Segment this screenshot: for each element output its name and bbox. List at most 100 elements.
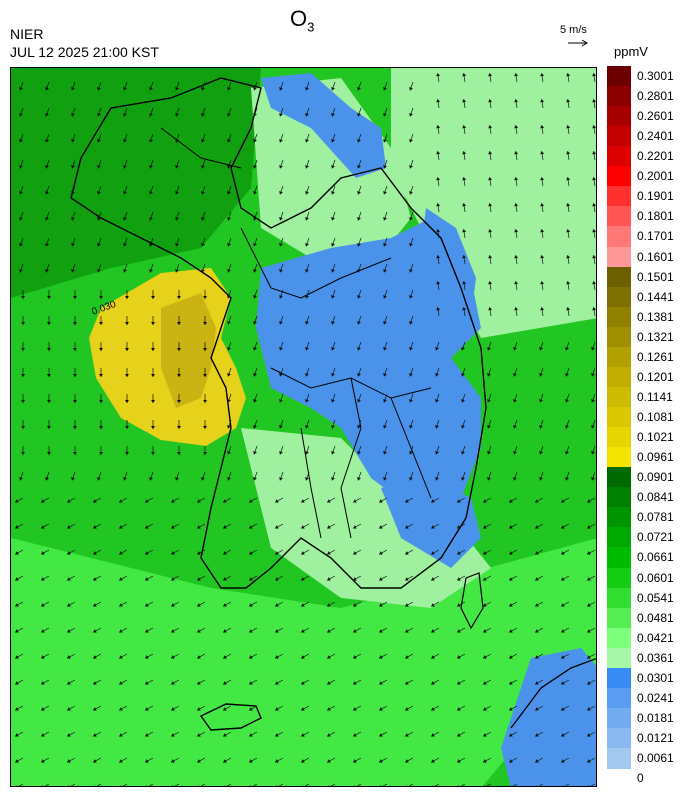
wind-arrow-head [275,629,279,633]
wind-arrow-head [145,759,149,763]
wind-arrow-head [151,296,155,299]
wind-arrow-head [99,374,103,377]
wind-arrow-head [488,281,493,285]
wind-arrow-head [197,525,201,529]
wind-arrow-head [587,525,591,529]
colorbar-tick-label: 0.3001 [637,69,674,83]
colorbar-swatch [607,607,631,629]
wind-arrow-head [357,87,361,91]
wind-arrow-head [462,307,467,311]
colorbar-tick-label: 0.0841 [637,490,674,505]
colorbar-tick-label: 0.0961 [637,450,674,465]
wind-arrow-head [175,217,179,221]
wind-arrow-head [357,373,361,377]
wind-arrow-head [279,269,283,273]
wind-arrow-head [203,296,207,299]
wind-arrow-head [301,707,305,711]
wind-arrow-head [123,477,127,481]
wind-arrow-head [119,525,123,529]
wind-arrow-head [357,321,361,325]
wind-arrow-head [566,73,571,77]
wind-arrow-head [592,73,596,77]
colorbar-tick-label: 0.2401 [637,129,674,144]
wind-arrow-head [305,87,309,91]
wind-arrow-head [279,87,283,91]
wind-arrow-head [436,281,441,285]
wind-arrow-head [275,551,279,555]
wind-arrow-head [509,759,513,763]
wind-arrow-head [462,151,467,155]
colorbar-swatch [607,627,631,649]
wind-arrow-head [275,759,279,763]
wind-arrow-head [409,373,413,377]
wind-arrow-head [21,296,25,299]
colorbar-swatch [607,146,631,167]
wind-arrow-head [587,499,591,503]
wind-arrow-head [409,87,413,91]
wind-arrow-head [379,733,383,737]
wind-arrow-head [409,139,413,143]
wind-arrow-head [513,451,517,455]
wind-arrow-head [405,499,409,503]
wind-arrow-head [145,655,149,659]
colorbar-tick-label: 0.1321 [637,329,674,344]
wind-arrow-head [357,165,361,169]
wind-arrow-head [509,629,513,633]
wind-arrow-head [177,322,181,325]
wind-arrow-head [587,681,591,685]
wind-arrow-head [592,125,596,129]
wind-arrow-head [21,400,25,403]
wind-arrow-head [47,426,51,429]
wind-arrow-head [436,229,441,233]
wind-arrow-head [177,374,181,377]
wind-arrow-head [483,681,487,685]
wind-arrow [538,783,544,786]
wind-arrow-head [171,759,175,763]
colorbar-tick-label: 0.0661 [637,550,674,565]
wind-arrow-head [514,125,519,129]
wind-arrow-head [19,191,23,195]
wind-arrow-head [409,113,413,117]
province-boundary [340,377,362,539]
wind-arrow-head [305,425,309,429]
wind-arrow-head [67,551,71,555]
wind-arrow-head [203,400,207,403]
wind-arrow-head [435,477,439,481]
colorbar-swatch [607,407,631,428]
wind-arrow-head [431,733,435,737]
wind-arrow-head [565,477,569,481]
wind-arrow-head [198,785,200,786]
wind-arrow-head [227,217,231,221]
wind-arrow-head [566,125,571,129]
wind-arrow-head [249,681,253,685]
colorbar-swatch [607,346,631,368]
wind-arrow-head [301,655,305,659]
wind-arrow-head [223,577,227,581]
wind-arrow-head [227,295,231,299]
wind-arrow-head [565,425,569,429]
wind-arrow-head [331,191,335,195]
wind-arrow-head [457,577,461,581]
wind-arrow-head [510,785,512,786]
wind-arrow-head [253,477,257,481]
wind-arrow-head [488,177,493,181]
wind-arrow-head [15,577,19,581]
colorbar-swatch [607,106,631,127]
wind-arrow-head [227,113,231,117]
wind-arrow-head [197,499,201,503]
wind-arrow-head [462,281,467,285]
wind-arrow-head [15,733,19,737]
colorbar-swatch [607,266,631,288]
colorbar-tick-label: 0.0121 [637,730,674,745]
wind-arrow-head [514,229,519,233]
wind-arrow-head [125,322,129,325]
wind-arrow-head [223,603,227,607]
colorbar-tick-label: 0.0721 [637,530,674,545]
wind-arrow-head [145,499,149,503]
wind-arrow-head [45,139,49,143]
wind-arrow-head [457,733,461,737]
colorbar-swatch [607,687,631,709]
wind-arrow-head [19,243,23,247]
wind-arrow-head [431,499,435,503]
wind-arrow-head [201,477,205,481]
